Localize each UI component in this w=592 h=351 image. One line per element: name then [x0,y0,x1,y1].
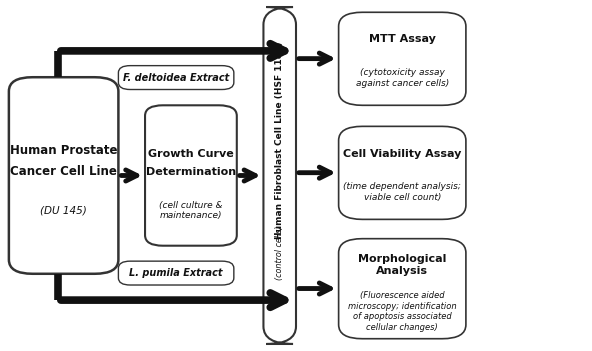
Text: (cell culture &
maintenance): (cell culture & maintenance) [159,201,223,220]
FancyBboxPatch shape [9,77,118,274]
Text: (cytotoxicity assay
against cancer cells): (cytotoxicity assay against cancer cells… [356,68,449,88]
Text: Cell Viability Assay: Cell Viability Assay [343,148,461,159]
FancyBboxPatch shape [118,66,234,90]
Text: Human Prostate: Human Prostate [10,144,117,158]
Text: Human Fibroblast Cell Line (HSF 1184): Human Fibroblast Cell Line (HSF 1184) [275,42,284,239]
Text: (DU 145): (DU 145) [40,206,87,216]
FancyBboxPatch shape [263,7,296,344]
Text: Growth Curve: Growth Curve [148,150,234,159]
Text: (control cells): (control cells) [275,225,284,280]
Text: L. pumila Extract: L. pumila Extract [130,268,223,278]
FancyBboxPatch shape [145,105,237,246]
FancyBboxPatch shape [339,126,466,219]
Text: (Fluorescence aided
microscopy; identification
of apoptosis associated
cellular : (Fluorescence aided microscopy; identifi… [348,291,456,332]
Text: Cancer Cell Line: Cancer Cell Line [10,165,117,179]
FancyBboxPatch shape [339,239,466,339]
FancyBboxPatch shape [339,12,466,105]
FancyBboxPatch shape [118,261,234,285]
Text: Determination: Determination [146,167,236,177]
Text: (time dependent analysis;
viable cell count): (time dependent analysis; viable cell co… [343,183,461,202]
Text: MTT Assay: MTT Assay [369,34,436,45]
Text: F. deltoidea Extract: F. deltoidea Extract [123,73,229,82]
Text: Morphological
Analysis: Morphological Analysis [358,254,446,276]
